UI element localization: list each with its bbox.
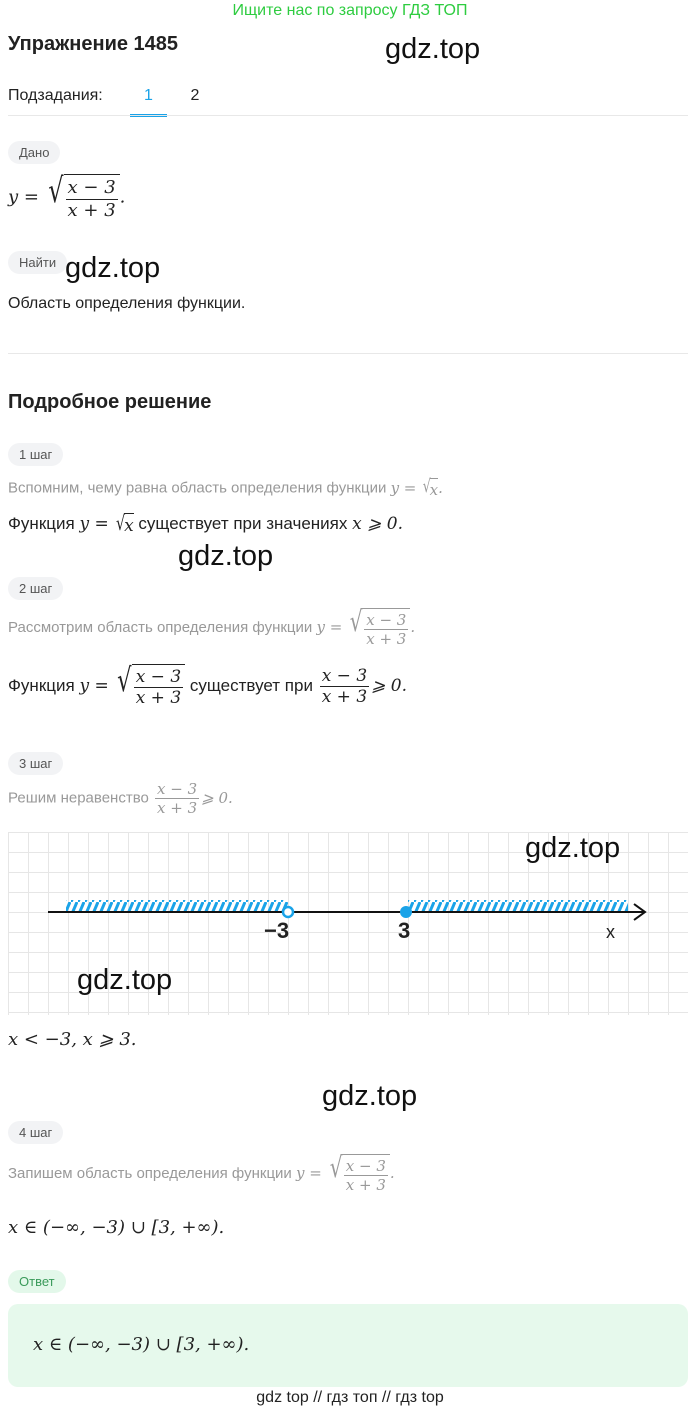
step-3-result: x < −3, x ⩾ 3. — [8, 1029, 137, 1050]
answer-text: x ∈ (−∞, −3) ∪ [3, +∞). — [33, 1334, 250, 1355]
number-line-figure: −3 3 x gdz.top gdz.top — [8, 832, 688, 1015]
tab-subtask-2[interactable]: 2 — [190, 87, 200, 104]
find-chip: Найти — [8, 251, 68, 274]
find-text: Область определения функции. — [8, 295, 246, 312]
watermark: gdz.top — [385, 33, 481, 65]
denominator: x + 3 — [67, 199, 116, 221]
step-2-hint: Рассмотрим область определения функции y… — [8, 605, 416, 648]
step-4-chip: 4 шаг — [8, 1121, 64, 1144]
step-2-chip: 2 шаг — [8, 577, 64, 600]
subtasks-label: Подзадания: — [8, 87, 103, 104]
page-title: Упражнение 1485 — [8, 33, 179, 55]
answer-box: x ∈ (−∞, −3) ∪ [3, +∞). — [8, 1304, 688, 1387]
step-1-chip: 1 шаг — [8, 443, 64, 466]
watermark: gdz.top — [65, 252, 161, 284]
answer-chip: Ответ — [8, 1270, 66, 1293]
given-chip: Дано — [8, 141, 61, 164]
tab-subtask-1[interactable]: 1 — [130, 80, 167, 117]
hatch-left — [66, 900, 288, 912]
footer-links: gdz top // гдз топ // гдз top — [256, 1389, 444, 1406]
axis-arrow — [633, 903, 647, 921]
point-open--3 — [281, 905, 295, 919]
step-1-hint: Вспомним, чему равна область определения… — [8, 476, 443, 500]
step-1-text: Функция y = √ x существует при значениях … — [8, 511, 403, 536]
formula-lhs: y = — [8, 186, 39, 208]
divider — [8, 115, 688, 116]
axis-label: x — [606, 922, 615, 942]
watermark: gdz.top — [178, 540, 274, 572]
hatch-right — [408, 900, 628, 912]
tick-label-neg3: −3 — [264, 918, 290, 943]
watermark: gdz.top — [322, 1080, 418, 1112]
search-banner: Ищите нас по запросу ГДЗ ТОП — [232, 2, 468, 19]
point-filled-3 — [400, 906, 412, 918]
watermark: gdz.top — [525, 832, 621, 864]
tick-label-3: 3 — [398, 918, 411, 943]
step-4-result: x ∈ (−∞, −3) ∪ [3, +∞). — [8, 1217, 225, 1238]
step-3-chip: 3 шаг — [8, 752, 64, 775]
divider — [8, 353, 688, 354]
numerator: x − 3 — [65, 177, 118, 200]
solution-title: Подробное решение — [8, 391, 212, 413]
step-4-hint: Запишем область определения функции y = … — [8, 1151, 395, 1194]
watermark: gdz.top — [77, 964, 173, 996]
